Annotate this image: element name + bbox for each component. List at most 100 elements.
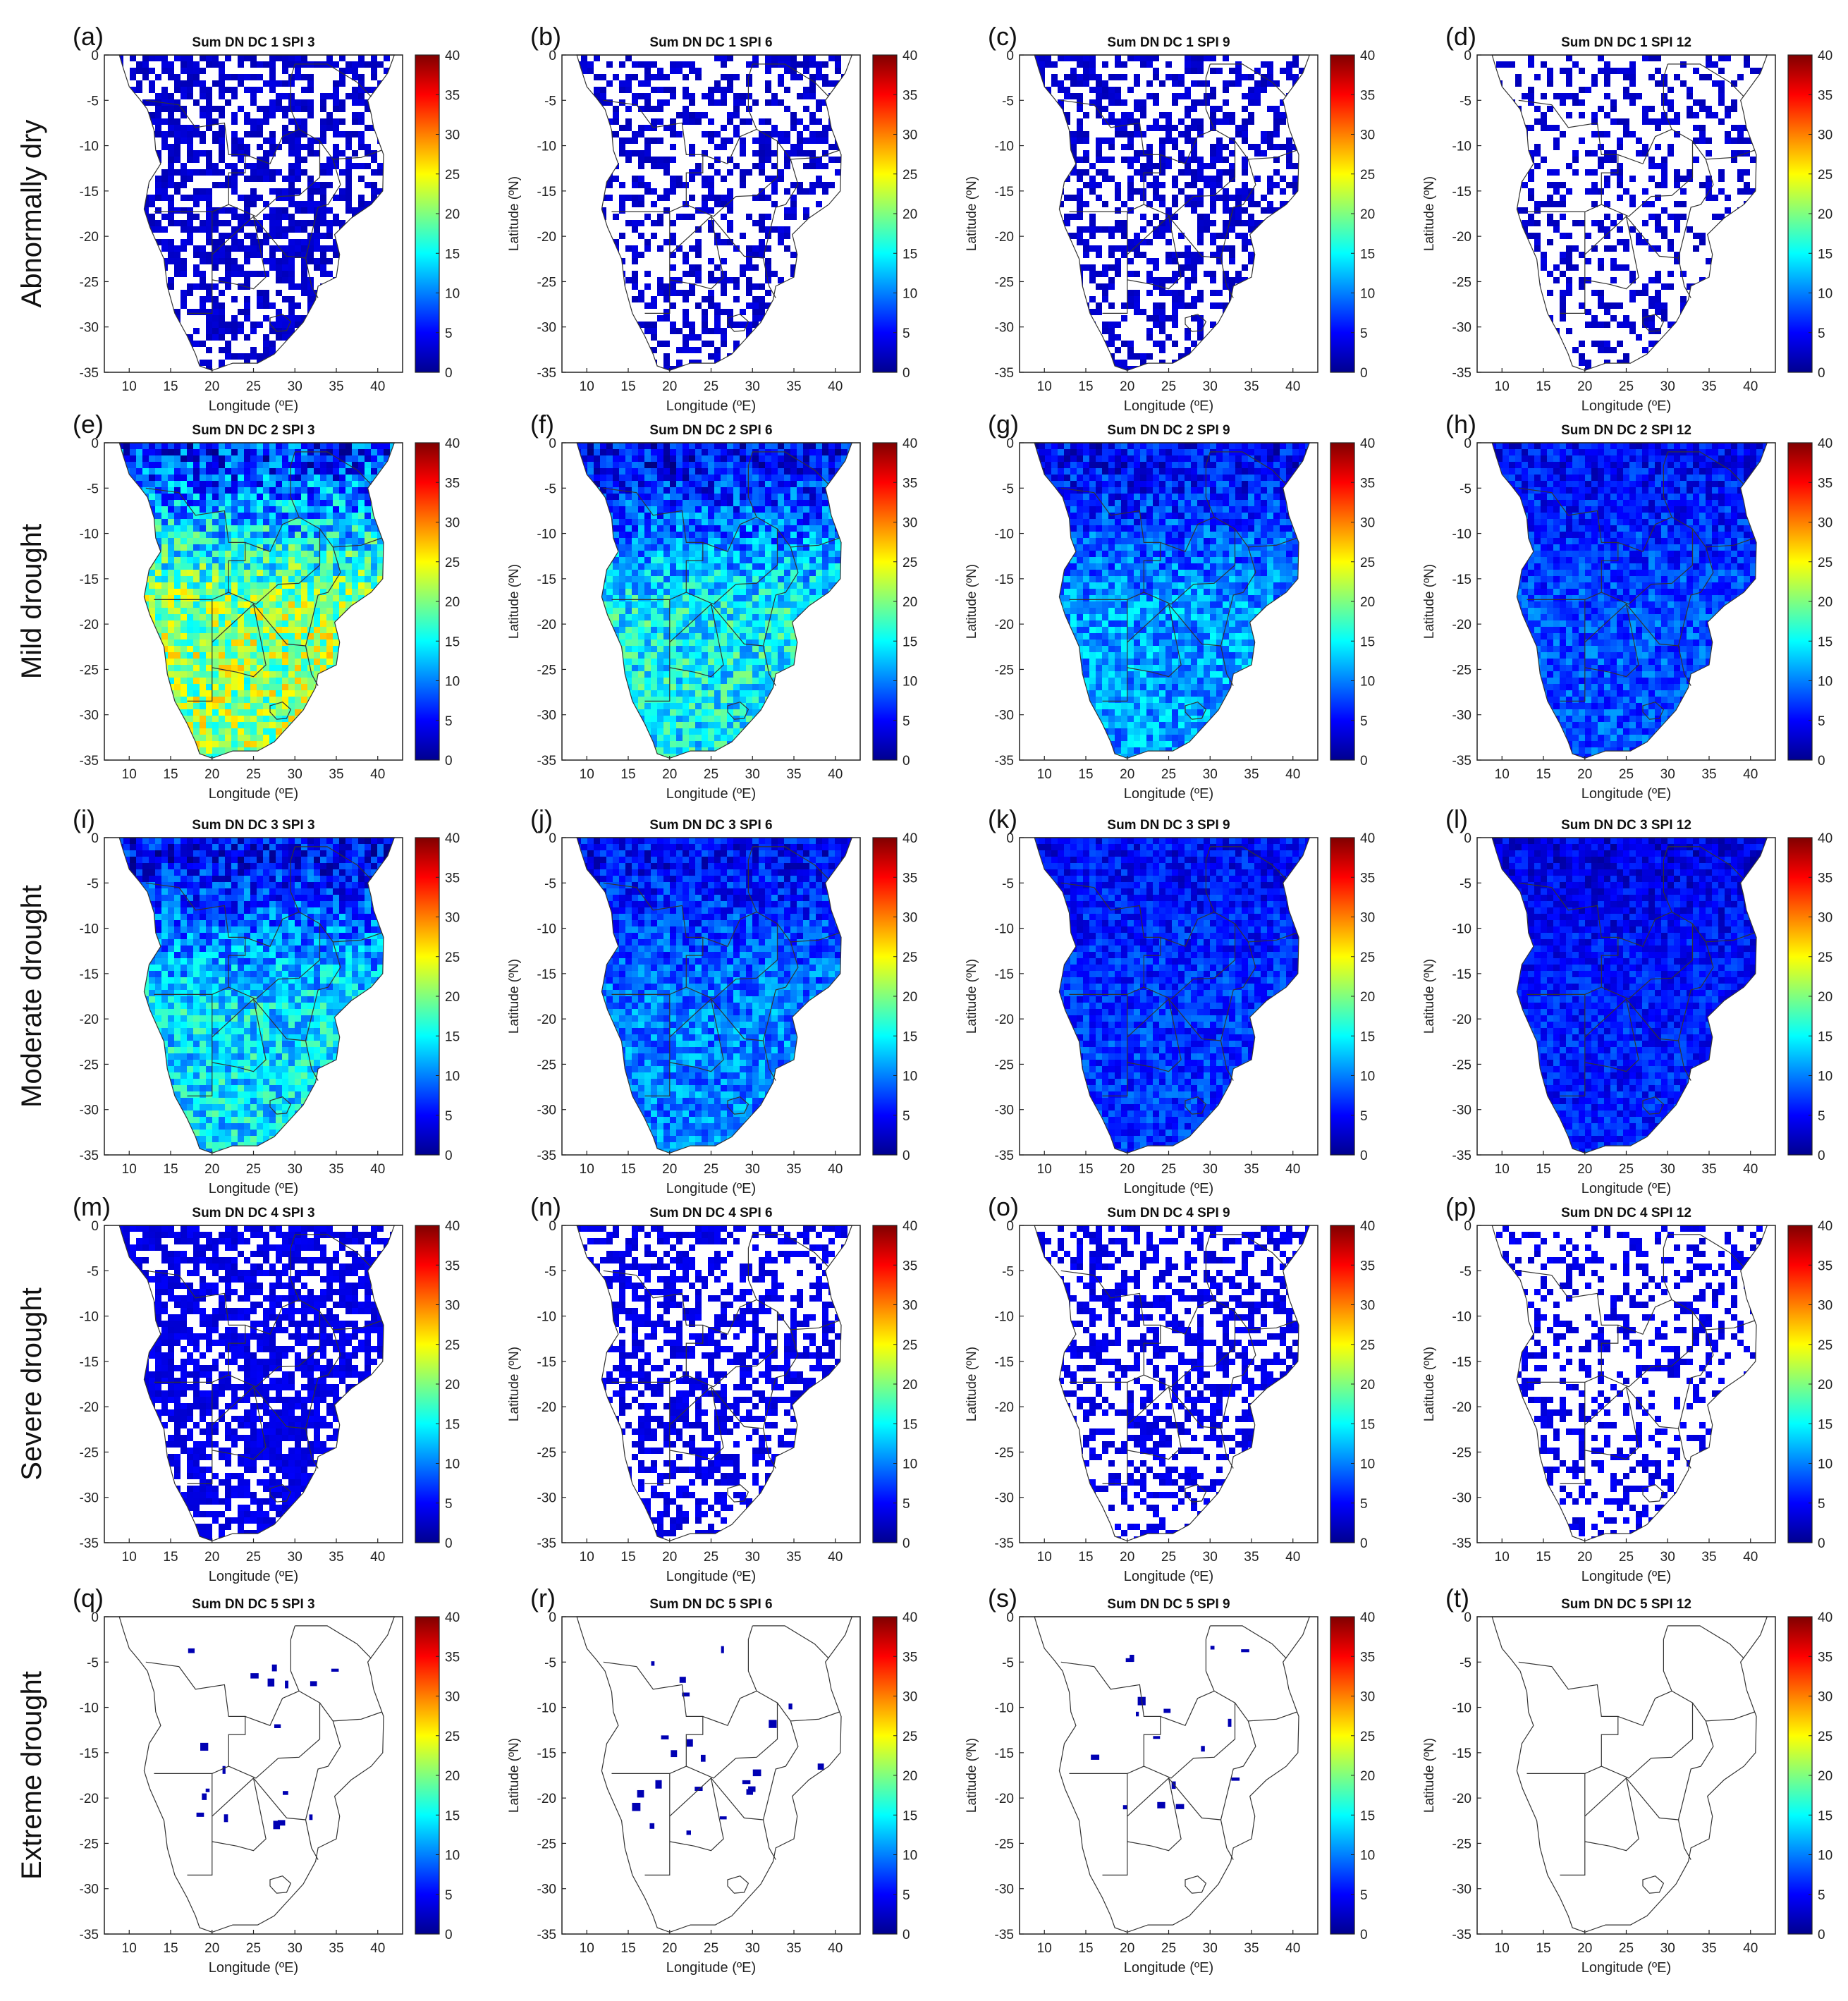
data-cell: [390, 131, 395, 137]
data-cell: [1153, 233, 1159, 239]
data-cell: [1668, 144, 1674, 150]
data-cell: [307, 360, 314, 366]
data-cell: [1280, 252, 1286, 258]
data-cell: [651, 328, 657, 334]
data-cell: [1273, 271, 1280, 277]
data-cell: [390, 157, 395, 163]
data-cell: [1051, 322, 1058, 328]
data-cell: [1604, 214, 1610, 220]
data-cell: [244, 118, 250, 125]
data-cell: [1165, 163, 1172, 169]
data-cell: [161, 506, 169, 513]
data-cell: [282, 360, 288, 366]
data-cell: [606, 239, 613, 245]
data-cell: [142, 226, 149, 233]
data-cell: [1216, 233, 1223, 239]
data-cell: [339, 443, 346, 450]
data-cell: [1223, 302, 1229, 309]
data-cell: [1299, 277, 1305, 283]
data-cell: [714, 131, 721, 137]
data-cell: [803, 188, 809, 195]
data-cell: [390, 214, 395, 220]
data-cell: [1280, 226, 1286, 233]
data-cell: [1311, 239, 1318, 245]
data-cell: [740, 271, 746, 277]
panel-title: Sum DN DC 1 SPI 12: [1561, 35, 1691, 50]
data-cell: [307, 328, 314, 334]
data-cell: [1591, 201, 1598, 207]
data-cell: [1661, 207, 1668, 214]
data-cell: [149, 201, 155, 207]
data-cell: [1655, 163, 1661, 169]
data-cell: [1204, 176, 1210, 182]
data-cell: [1172, 322, 1178, 328]
data-cell: [326, 443, 334, 450]
data-cell: [206, 462, 213, 469]
data-cell: [250, 239, 257, 245]
data-cell: [1210, 220, 1216, 226]
panel-title: Sum DN DC 2 SPI 3: [192, 423, 314, 438]
data-cell: [828, 99, 835, 106]
data-cell: [835, 283, 841, 290]
data-cell: [257, 296, 263, 302]
colorbar-tick-label: 10: [445, 287, 460, 302]
data-cell: [1668, 99, 1674, 106]
data-cell: [1197, 233, 1204, 239]
data-cell: [206, 188, 212, 195]
data-cell: [632, 252, 638, 258]
data-cell: [1737, 188, 1744, 195]
data-cell: [174, 494, 181, 501]
data-cell: [1159, 309, 1165, 315]
data-cell: [320, 468, 327, 475]
data-cell: [358, 245, 365, 252]
data-cell: [295, 475, 302, 482]
country-borders: [1034, 54, 1311, 372]
data-cell: [577, 112, 581, 118]
data-cell: [695, 245, 702, 252]
data-cell: [1280, 353, 1286, 360]
data-cell: [822, 182, 828, 188]
data-cell: [695, 334, 702, 341]
data-cell: [1197, 214, 1204, 220]
data-cell: [219, 207, 225, 214]
data-cell: [1292, 283, 1299, 290]
data-cell: [619, 290, 625, 296]
data-cell: [568, 290, 575, 296]
data-cell: [797, 341, 803, 347]
data-cell: [1737, 169, 1744, 176]
data-cell: [1121, 245, 1127, 252]
data-cell: [816, 264, 822, 271]
data-cell: [244, 195, 250, 201]
data-cell: [1223, 322, 1229, 328]
data-cell: [193, 271, 200, 277]
data-cell: [1731, 296, 1737, 302]
data-cell: [1541, 258, 1547, 264]
data-cell: [377, 334, 384, 341]
data-cell: [377, 258, 384, 264]
data-cell: [231, 93, 238, 99]
data-cell: [1699, 137, 1706, 144]
data-cell: [193, 341, 200, 347]
data-cell: [1115, 195, 1121, 201]
data-cell: [339, 55, 345, 61]
data-cell: [708, 131, 714, 137]
data-cell: [1185, 87, 1191, 93]
data-cell: [225, 87, 231, 93]
data-cell: [1699, 233, 1706, 239]
data-cell: [307, 468, 314, 475]
data-cell: [1311, 360, 1318, 366]
data-cell: [206, 220, 212, 226]
data-cell: [174, 245, 180, 252]
data-cell: [301, 290, 307, 296]
data-cell: [263, 201, 269, 207]
data-cell: [759, 296, 765, 302]
data-cell: [702, 328, 708, 334]
data-cell: [1725, 296, 1731, 302]
data-cell: [1528, 55, 1534, 61]
data-cell: [377, 239, 384, 245]
data-cell: [1699, 341, 1706, 347]
data-cell: [276, 290, 282, 296]
data-cell: [180, 207, 187, 214]
data-cell: [1522, 157, 1528, 163]
data-cell: [288, 74, 295, 80]
